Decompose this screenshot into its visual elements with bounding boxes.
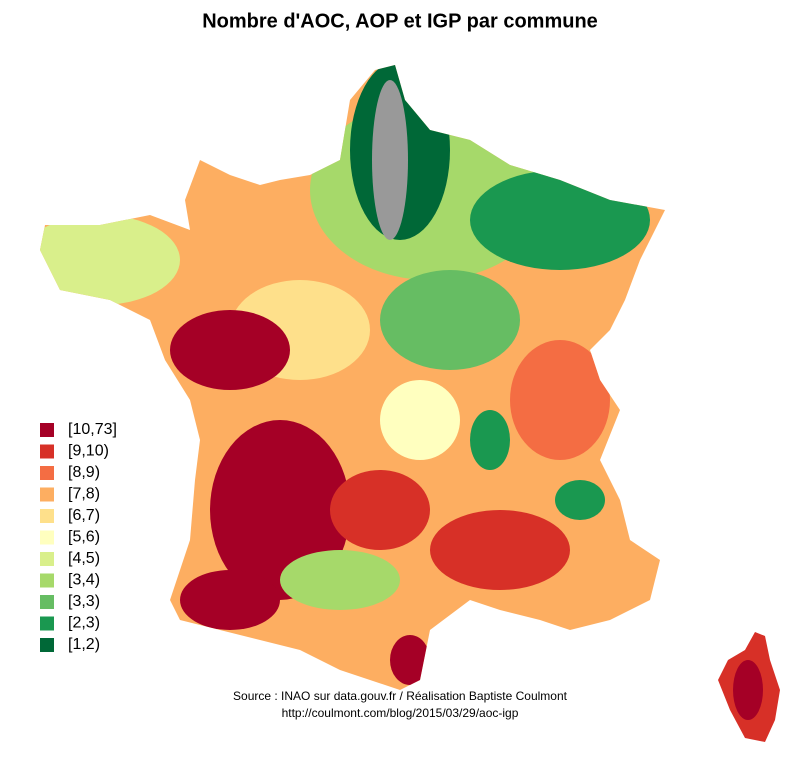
legend-label: [5,6) bbox=[68, 529, 100, 546]
france-map bbox=[40, 65, 665, 690]
legend-swatch bbox=[40, 487, 54, 502]
legend: [10,73] [9,10) [8,9) [7,8) [6,7) [5,6) [4,5) [3… bbox=[40, 421, 117, 653]
legend-label: [9,10) bbox=[68, 443, 109, 460]
map-title: Nombre d'AOC, AOP et IGP par commune bbox=[202, 10, 598, 32]
legend-label: [4,5) bbox=[68, 550, 100, 567]
legend-swatch bbox=[40, 423, 54, 437]
legend-swatch bbox=[40, 573, 54, 588]
legend-label: [1,2) bbox=[68, 636, 100, 653]
legend-label: [2,3) bbox=[68, 615, 100, 632]
legend-swatch bbox=[40, 530, 54, 545]
legend-label: [10,73] bbox=[68, 421, 117, 438]
legend-label: [8,9) bbox=[68, 464, 100, 481]
legend-label: [3,3) bbox=[68, 593, 100, 610]
corsica-map bbox=[718, 632, 780, 742]
legend-swatch bbox=[40, 552, 54, 566]
source-url: http://coulmont.com/blog/2015/03/29/aoc-… bbox=[282, 706, 519, 720]
legend-swatch bbox=[40, 595, 54, 609]
legend-swatch bbox=[40, 638, 54, 652]
legend-swatch bbox=[40, 616, 54, 631]
legend-swatch bbox=[40, 444, 54, 459]
legend-swatch bbox=[40, 466, 54, 480]
source-line: Source : INAO sur data.gouv.fr / Réalisa… bbox=[233, 689, 568, 703]
legend-label: [3,4) bbox=[68, 572, 100, 589]
legend-label: [7,8) bbox=[68, 486, 100, 503]
legend-swatch bbox=[40, 509, 54, 523]
legend-label: [6,7) bbox=[68, 507, 100, 524]
